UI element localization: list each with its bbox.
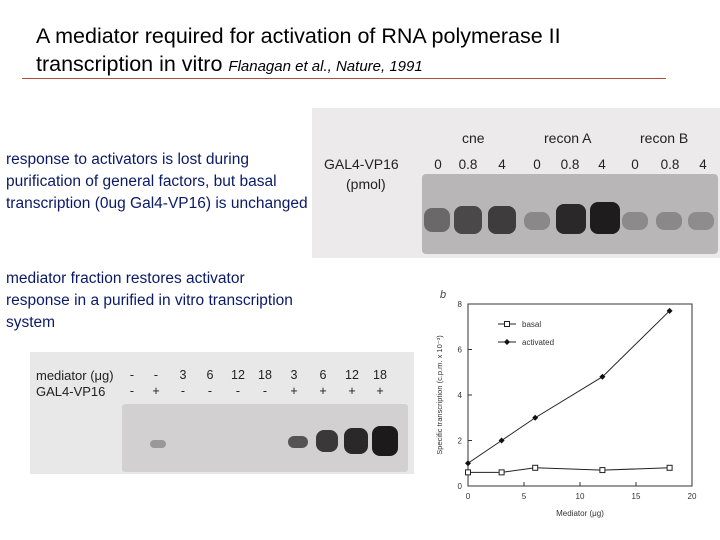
gel-bottom-gal4-value: -: [235, 384, 241, 398]
gel-band: [590, 202, 620, 234]
gel-top-lane-label: 4: [498, 157, 506, 172]
slide-title: A mediator required for activation of RN…: [36, 22, 686, 81]
gel-top-lane-label: 0.8: [458, 157, 478, 172]
gel-bottom-gal4-value: +: [348, 384, 356, 398]
title-divider: [22, 78, 666, 79]
x-tick-label: 20: [688, 492, 697, 501]
gel-band: [556, 204, 586, 234]
x-axis-label: Mediator (μg): [556, 509, 604, 518]
x-tick-label: 5: [522, 492, 527, 501]
legend-label-activated: activated: [522, 338, 554, 347]
gel-band: [150, 440, 166, 448]
data-point-basal: [498, 469, 505, 476]
y-tick-label: 2: [458, 437, 463, 446]
gel-bottom-mediator-value: 18: [373, 368, 387, 382]
gel-bottom-gal4-value: -: [262, 384, 268, 398]
gel-bottom-mediator-value: -: [153, 368, 159, 382]
note-activator-response: response to activators is lost during pu…: [6, 151, 308, 212]
legend-marker-basal: [504, 321, 510, 327]
citation: Flanagan et al., Nature, 1991: [228, 58, 423, 75]
gel-bottom-gal4-value: +: [290, 384, 298, 398]
chart-panel-letter: b: [440, 289, 446, 301]
gel-top-unit-label: (pmol): [346, 176, 386, 192]
data-point-basal: [465, 469, 471, 476]
gel-band: [524, 212, 550, 230]
gel-band: [424, 208, 450, 232]
x-tick-label: 0: [466, 492, 471, 501]
legend-marker-activated: [504, 339, 510, 345]
y-tick-label: 8: [458, 300, 463, 309]
data-point-basal: [532, 464, 539, 471]
gel-top-group-label: cne: [462, 130, 485, 146]
gel-band: [622, 212, 648, 230]
title-line-2: transcription in vitro Flanagan et al., N…: [36, 50, 686, 81]
gel-bottom-gal4-value: +: [376, 384, 384, 398]
gel-top-lane-label: 0: [533, 157, 541, 172]
title-line-1: A mediator required for activation of RN…: [36, 24, 561, 48]
data-point-basal: [666, 464, 673, 471]
data-point-activated: [666, 307, 673, 314]
gel-top-lane-label: 0: [631, 157, 639, 172]
gel-top-group-label: recon A: [544, 130, 592, 146]
gel-band: [656, 212, 682, 230]
gel-bottom-mediator-value: -: [129, 368, 135, 382]
gel-band: [344, 428, 368, 454]
x-tick-label: 10: [576, 492, 585, 501]
gel-bottom-gal4-value: -: [129, 384, 135, 398]
gel-image-bottom: mediator (μg) GAL4-VP16 - - 3 6 12 18 3 …: [30, 352, 414, 474]
gel-bottom-mediator-value: 6: [206, 368, 214, 382]
y-tick-label: 0: [458, 482, 463, 491]
gel-top-group-label: recon B: [640, 130, 689, 146]
title-line-2-text: transcription in vitro: [36, 52, 223, 76]
x-tick-label: 15: [632, 492, 641, 501]
gel-bottom-mediator-value: 12: [231, 368, 245, 382]
gel-band: [372, 426, 398, 456]
gel-bottom-mediator-value: 12: [345, 368, 359, 382]
gel-image-top: GAL4-VP16 (pmol) cne recon A recon B 0 0…: [312, 108, 720, 258]
gel-band: [288, 436, 308, 448]
gel-band: [316, 430, 338, 452]
gel-top-lane-label: 0.8: [560, 157, 580, 172]
gel-band: [688, 212, 714, 230]
data-point-basal: [599, 467, 606, 474]
gel-bottom-gal4-label: GAL4-VP16: [36, 384, 106, 399]
y-tick-label: 4: [458, 391, 463, 400]
gel-bottom-gal4-value: +: [319, 384, 327, 398]
gel-bottom-mediator-value: 3: [179, 368, 187, 382]
gel-top-lane-label: 0: [434, 157, 442, 172]
series-line-activated: [467, 310, 670, 464]
series-line-basal: [468, 467, 670, 473]
y-tick-label: 6: [458, 346, 463, 355]
y-axis-label: Specific transcription (c.p.m. x 10⁻³): [435, 335, 444, 455]
gel-bottom-mediator-value: 6: [319, 368, 327, 382]
legend-label-basal: basal: [522, 320, 541, 329]
data-point-activated: [532, 414, 539, 421]
chart-frame: [467, 303, 693, 487]
gel-bottom-mediator-value: 18: [258, 368, 272, 382]
data-point-activated: [465, 460, 471, 467]
data-point-activated: [599, 373, 606, 380]
mediator-dose-chart: b 0 5 10 15 20 0 2 4 6 8 Mediator (μg) Specific tran…: [428, 282, 710, 526]
data-point-activated: [498, 437, 505, 444]
chart-svg: b 0 5 10 15 20 0 2 4 6 8 Mediator (μg) Specific tran…: [435, 289, 697, 518]
gel-band: [454, 206, 482, 234]
gel-bottom-gal4-value: -: [180, 384, 186, 398]
gel-bottom-gal4-value: -: [207, 384, 213, 398]
gel-bottom-gal4-value: +: [152, 384, 160, 398]
gel-top-lane-label: 0.8: [660, 157, 680, 172]
note-mediator-restores: mediator fraction restores activator res…: [6, 270, 293, 331]
gel-bottom-mediator-value: 3: [290, 368, 298, 382]
gel-top-lane-label: 4: [699, 157, 707, 172]
gel-bottom-mediator-label: mediator (μg): [36, 368, 114, 383]
gel-band: [488, 206, 516, 234]
gel-top-row-label: GAL4-VP16: [324, 156, 399, 172]
gel-top-lane-label: 4: [598, 157, 606, 172]
